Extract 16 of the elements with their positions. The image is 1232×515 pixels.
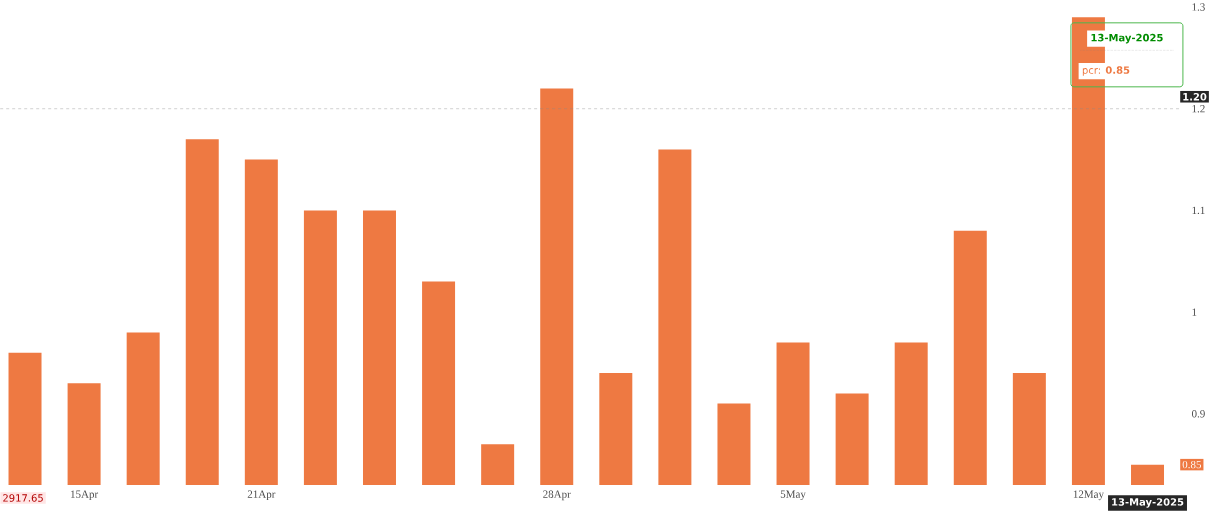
x-tick-label: 5May (780, 490, 806, 500)
ref-line-label: 1.20 (1183, 92, 1207, 101)
x-tick-label: 21Apr (247, 490, 276, 500)
annotation: 13-May-2025 (1091, 33, 1163, 44)
x-tick-label: 28Apr (543, 490, 571, 500)
x-tick-label: 12May (1073, 490, 1104, 500)
annotation: 0.85 (1182, 460, 1202, 469)
y-tick-label: 1.2 (1192, 104, 1205, 113)
y-tick-label: 1.3 (1192, 3, 1205, 11)
y-tick-label: 0.9 (1191, 409, 1205, 418)
y-tick-label: 1.1 (1192, 206, 1205, 214)
y-tick-label: 1 (1192, 308, 1197, 316)
text: 2917.65 (3, 493, 43, 502)
annotation: pcr: 0.85 (1082, 66, 1130, 76)
text: 13-May-2025 (1112, 497, 1184, 508)
x-tick-label: 15Apr (71, 490, 99, 500)
